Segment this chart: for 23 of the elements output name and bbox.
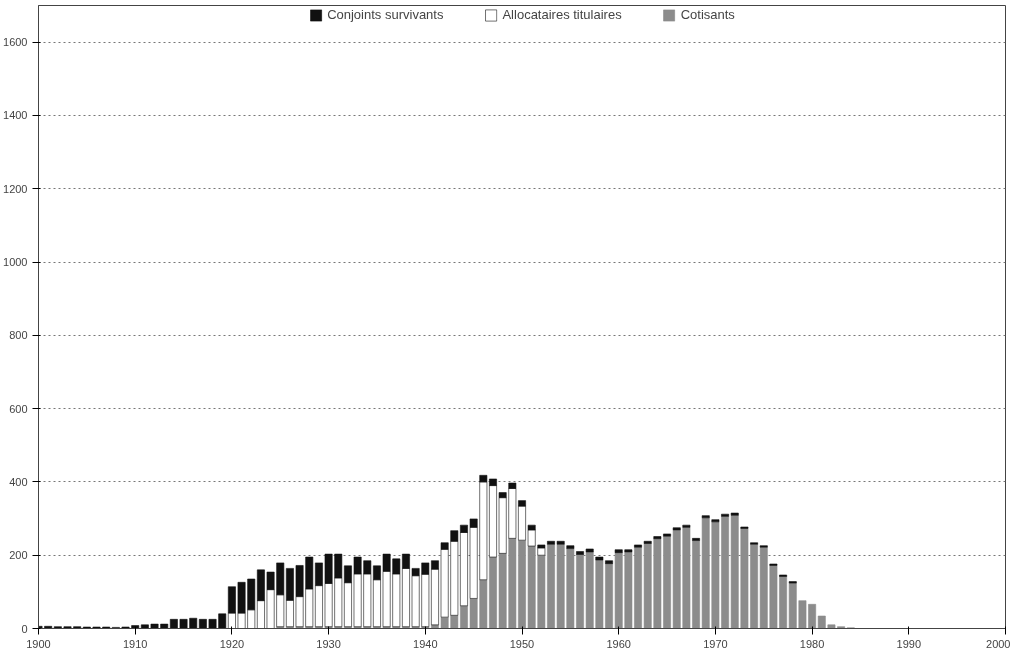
legend-label: Allocataires titulaires: [502, 7, 622, 22]
x-tick-label: 1990: [896, 637, 922, 650]
x-tick-label: 2000: [986, 637, 1011, 650]
y-tick-label: 1400: [3, 109, 28, 122]
y-tick-label: 400: [9, 475, 28, 488]
x-tick-label: 1900: [26, 637, 51, 650]
legend-label: Conjoints survivants: [327, 7, 444, 22]
y-tick-label: 600: [9, 402, 28, 415]
y-tick-label: 1600: [3, 36, 28, 49]
x-tick-label: 1950: [509, 637, 535, 650]
y-tick-label: 1200: [3, 182, 28, 195]
y-tick-label: 1000: [3, 256, 28, 269]
x-tick-label: 1970: [703, 637, 728, 650]
x-tick-label: 1940: [413, 637, 438, 650]
y-tick-label: 0: [21, 622, 28, 635]
legend-label: Cotisants: [680, 7, 735, 22]
y-tick-label: 800: [9, 329, 28, 342]
x-tick-label: 1930: [316, 637, 341, 650]
y-tick-label: 200: [9, 549, 28, 562]
x-tick-label: 1960: [606, 637, 631, 650]
x-tick-label: 1910: [122, 637, 148, 650]
x-tick-label: 1980: [799, 637, 825, 650]
x-tick-label: 1920: [219, 637, 245, 650]
